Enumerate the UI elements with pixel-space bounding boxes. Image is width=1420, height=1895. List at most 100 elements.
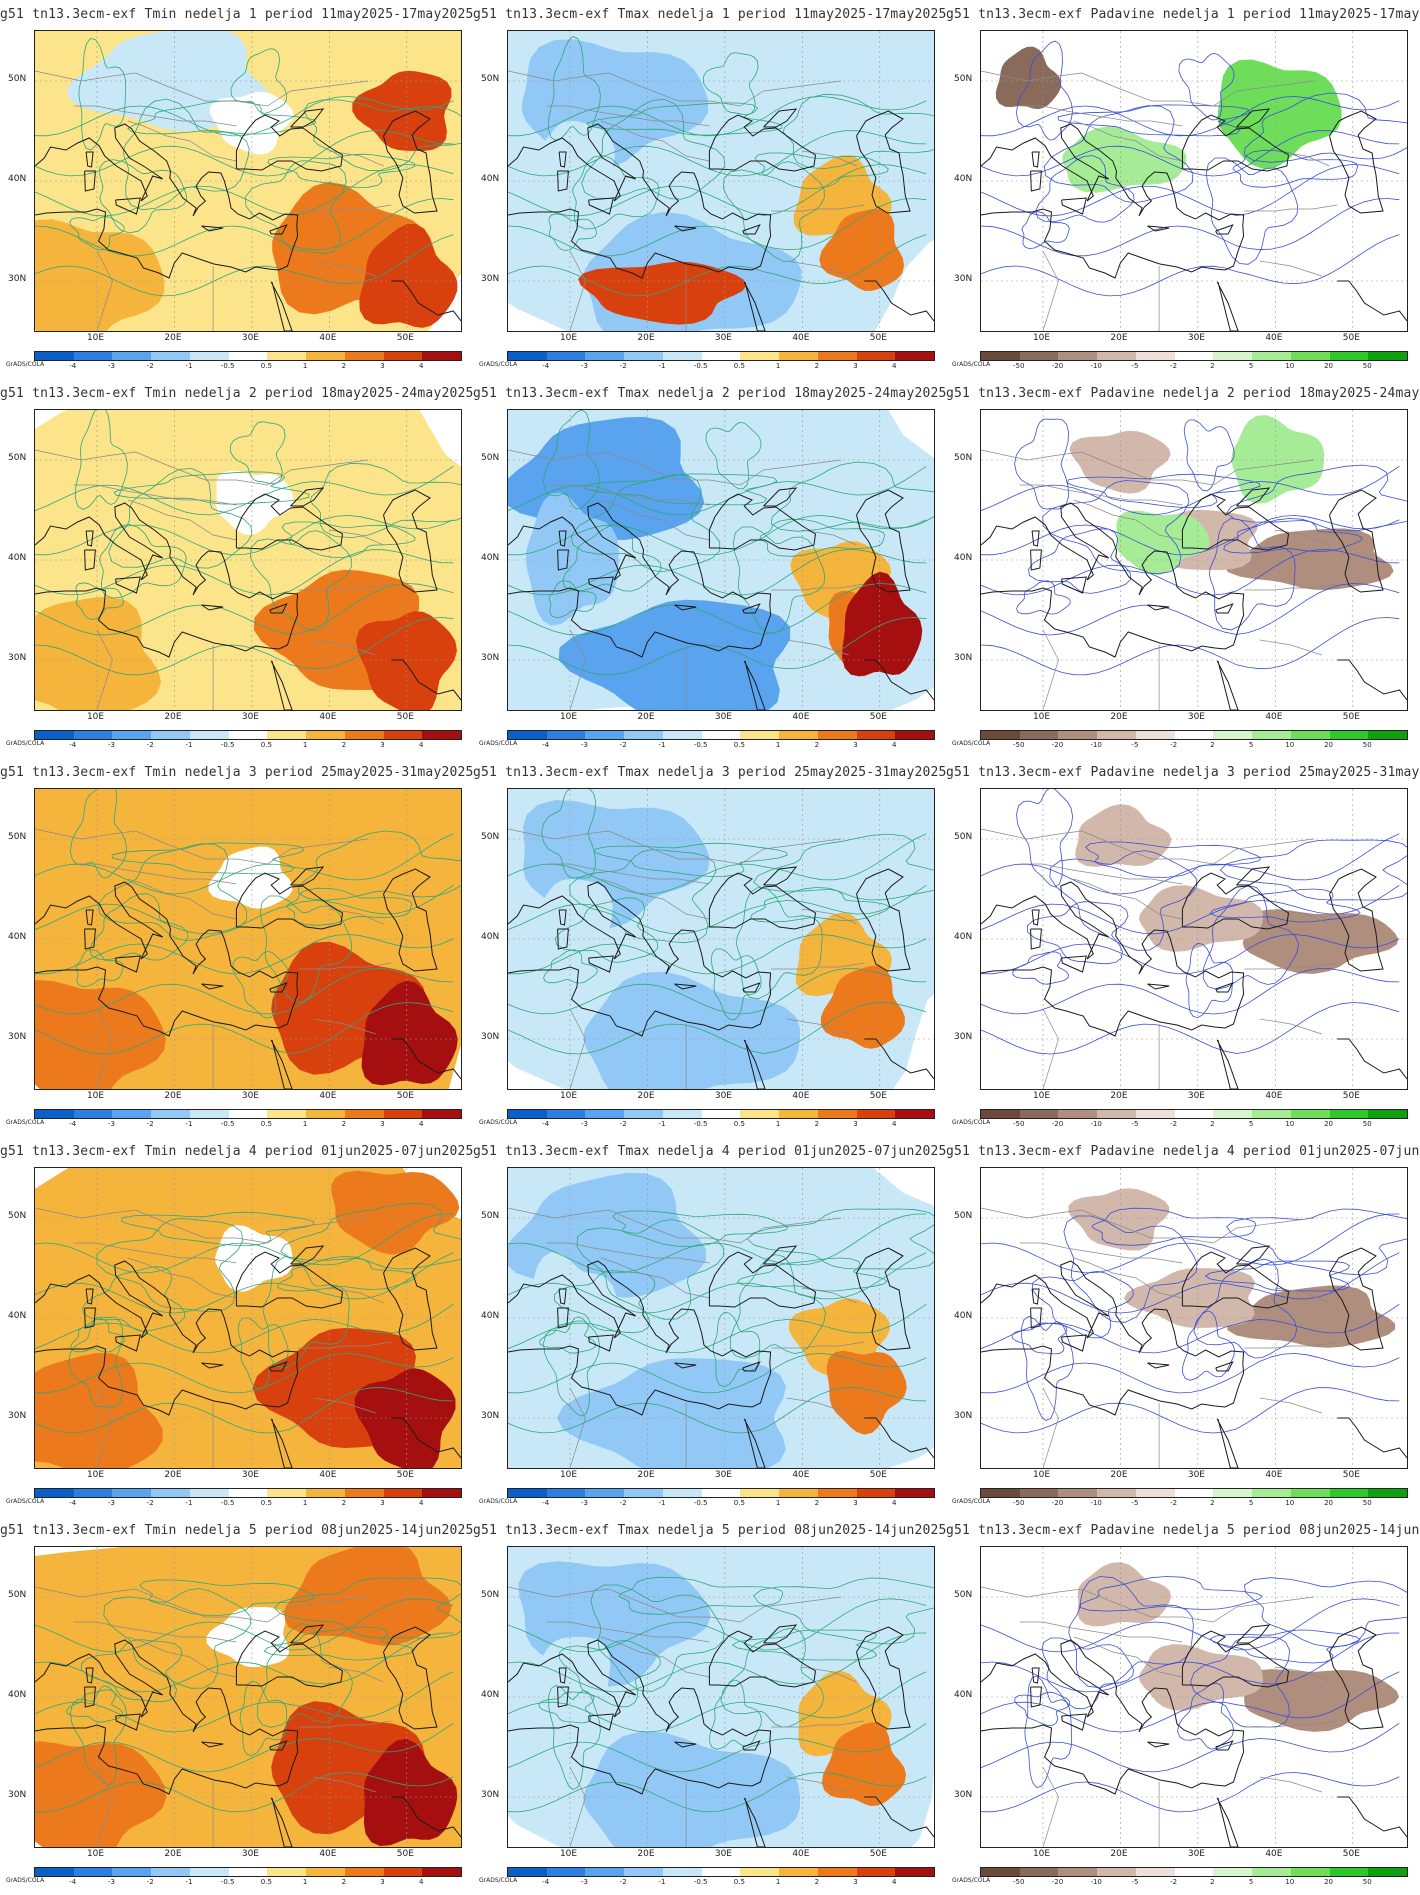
contour-line xyxy=(1041,1637,1134,1710)
country-border xyxy=(35,1586,369,1623)
coastline xyxy=(588,1713,614,1731)
country-border xyxy=(600,120,710,162)
contour-line xyxy=(1016,580,1071,615)
contour-line xyxy=(538,1691,595,1724)
legend-tick-label: -4 xyxy=(69,362,77,370)
panel-tmax-week-4: g51 tn13.3ecm-exf Tmax nedelja 4 period … xyxy=(473,1137,946,1516)
contour-line xyxy=(309,462,461,539)
coastline xyxy=(674,983,697,990)
anomaly-shading xyxy=(525,492,619,626)
legend-swatch xyxy=(112,1110,152,1118)
contour-line xyxy=(99,523,187,599)
color-legend-bar xyxy=(980,351,1408,361)
legend-tick-label: 0.5 xyxy=(260,362,272,370)
legend-swatch xyxy=(1174,731,1214,739)
legend-swatch xyxy=(1290,352,1330,360)
panel-title: g51 tn13.3ecm-exf Tmax nedelja 2 period … xyxy=(473,386,947,401)
coastline xyxy=(1329,110,1384,214)
contour-line xyxy=(1178,52,1235,121)
legend-tick-label: 20 xyxy=(1324,362,1333,370)
coastline xyxy=(508,1639,772,1795)
coastline xyxy=(1337,1796,1407,1838)
contour-line xyxy=(1091,1207,1257,1246)
legend-swatch xyxy=(508,352,547,360)
coastline xyxy=(674,225,697,232)
latitude-label: 40N xyxy=(8,1690,27,1700)
latitude-label: 50N xyxy=(8,1211,27,1221)
latitude-label: 50N xyxy=(954,453,973,463)
color-legend-bar xyxy=(507,351,935,361)
coastline xyxy=(1329,1247,1384,1351)
latitude-label: 40N xyxy=(481,174,500,184)
contour-line xyxy=(508,1252,927,1314)
legend-tick-label: -50 xyxy=(1013,741,1025,749)
coastline xyxy=(742,224,761,235)
coastline xyxy=(1031,151,1040,168)
legend-tick-label: -1 xyxy=(185,1878,193,1886)
grads-credit: GrADS/COLA xyxy=(6,361,45,368)
legend-tick-label: 3 xyxy=(853,1120,858,1128)
contour-line xyxy=(1015,40,1074,141)
country-border xyxy=(329,529,384,546)
panel-title: g51 tn13.3ecm-exf Tmin nedelja 5 period … xyxy=(0,1523,474,1538)
legend-swatch xyxy=(1097,731,1136,739)
anomaly-map xyxy=(34,30,462,332)
contour-line xyxy=(35,1002,454,1055)
longitude-label: 40E xyxy=(1265,1470,1283,1480)
country-border xyxy=(600,1636,710,1678)
legend-swatch xyxy=(856,352,896,360)
contour-line xyxy=(97,843,248,942)
longitude-label: 50E xyxy=(869,1091,887,1101)
contour-line xyxy=(267,153,416,188)
country-border xyxy=(96,1766,113,1847)
country-border xyxy=(771,962,865,970)
contour-line xyxy=(981,1772,1400,1813)
map-canvas xyxy=(981,1547,1407,1847)
longitude-label: 30E xyxy=(1187,712,1205,722)
contour-line xyxy=(78,38,127,151)
anomaly-map xyxy=(980,1546,1408,1848)
contour-line xyxy=(981,1303,1400,1354)
legend-tick-label: -3 xyxy=(580,741,588,749)
legend-tick-label: -3 xyxy=(107,1878,115,1886)
contour-line xyxy=(1204,1260,1351,1292)
latitude-label: 50N xyxy=(481,1590,500,1600)
legend-tick-label: -5 xyxy=(1131,1878,1139,1886)
legend-tick-label: 3 xyxy=(853,1878,858,1886)
grads-credit: GrADS/COLA xyxy=(6,1877,45,1884)
legend-swatch xyxy=(1135,731,1175,739)
legend-swatch xyxy=(856,1489,896,1497)
legend-swatch xyxy=(73,1489,113,1497)
latitude-label: 40N xyxy=(481,1311,500,1321)
legend-swatch xyxy=(1019,1868,1059,1876)
legend-swatch xyxy=(422,1489,462,1497)
legend-swatch xyxy=(189,731,229,739)
legend-swatch xyxy=(189,1868,229,1876)
country-border xyxy=(1259,1397,1322,1414)
contour-line xyxy=(981,1252,1400,1314)
contour-line xyxy=(722,161,825,262)
contour-line xyxy=(1014,1691,1071,1726)
longitude-label: 30E xyxy=(241,1470,259,1480)
country-border xyxy=(329,150,384,167)
longitude-label: 20E xyxy=(1110,1849,1128,1859)
latitude-label: 40N xyxy=(481,553,500,563)
grads-credit: GrADS/COLA xyxy=(952,740,991,747)
legend-swatch xyxy=(546,1489,586,1497)
legend-tick-label: 4 xyxy=(419,1499,424,1507)
legend-tick-label: 20 xyxy=(1324,1120,1333,1128)
anomaly-map xyxy=(980,1167,1408,1469)
legend-tick-label: -3 xyxy=(107,1499,115,1507)
longitude-label: 30E xyxy=(714,1849,732,1859)
longitude-label: 10E xyxy=(86,333,105,343)
contour-line xyxy=(981,515,1400,556)
longitude-label: 10E xyxy=(86,1849,105,1859)
legend-swatch xyxy=(1097,1868,1136,1876)
legend-tick-labels: -4 -3 -2 -1 -0.5 0.5 1 2 3 4 xyxy=(507,741,933,751)
legend-tick-label: -3 xyxy=(107,362,115,370)
legend-tick-labels: -4 -3 -2 -1 -0.5 0.5 1 2 3 4 xyxy=(34,1878,460,1888)
legend-swatch xyxy=(817,1110,857,1118)
contour-line xyxy=(237,1317,289,1390)
anomaly-shading xyxy=(578,261,747,325)
legend-tick-label: 0.5 xyxy=(260,1878,272,1886)
